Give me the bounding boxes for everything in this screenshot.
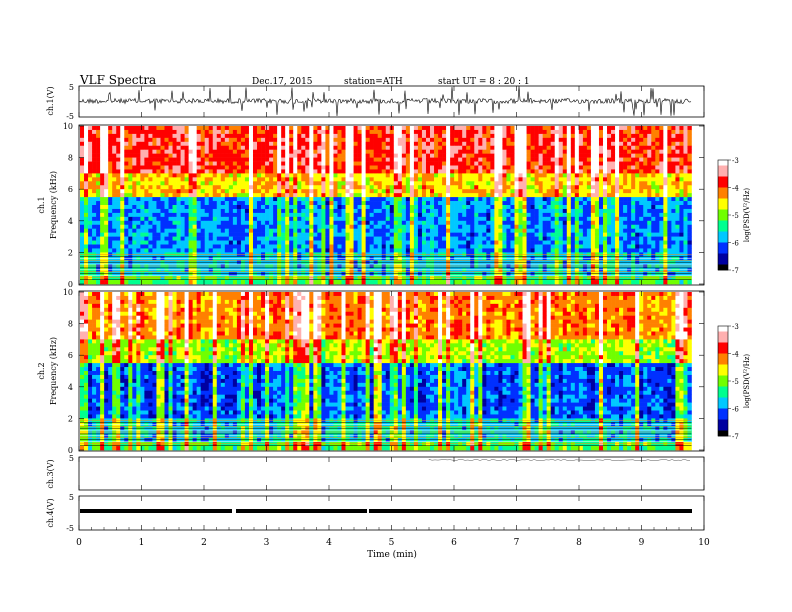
ch4-ytick-top: 5: [69, 493, 74, 502]
time-tick-label: 8: [576, 538, 582, 548]
header-station: station=ATH: [344, 77, 403, 87]
ch2-spectrogram-panel: 0 2 4 6 8 10 ch.2 Frequency (kHz): [37, 288, 705, 455]
freq-tick-label: 6: [68, 185, 73, 194]
ch2-colorbar: -3 -4 -5 -6 -7 log(PSD(V²/Hz): [717, 323, 751, 441]
freq-tick-label: 4: [68, 383, 73, 392]
time-tick-label: 10: [698, 538, 710, 548]
ch3-voltage-panel: 5 ch.3(V): [46, 454, 705, 491]
ch1-ytick-top: 5: [69, 83, 74, 92]
ch3-ytick-top: 5: [69, 454, 74, 463]
ch1-ytick-bottom: -5: [66, 112, 74, 121]
time-tick-label: 0: [76, 538, 82, 548]
colorbar-tick-label: -6: [732, 406, 739, 414]
colorbar-label: log(PSD(V²/Hz): [743, 188, 751, 243]
x-axis-label: Time (min): [367, 549, 417, 560]
time-tick-label: 5: [389, 538, 395, 548]
ch1-voltage-panel: 5 -5 ch.1(V): [46, 83, 705, 121]
time-axis-ticks: [78, 86, 705, 530]
freq-tick-label: 2: [68, 248, 73, 257]
time-tick-label: 4: [326, 538, 332, 548]
ch1-spectrogram-panel: 0 2 4 6 8 10 ch.1 Frequency (kHz): [37, 122, 705, 289]
colorbar-label: log(PSD(V²/Hz): [743, 354, 751, 409]
figure-title: VLF Spectra: [79, 73, 156, 87]
ch2-spectrogram-image: [80, 292, 692, 451]
ch1-freq-ylabel: Frequency (kHz): [49, 171, 58, 239]
ch1-spectrogram-image: [80, 126, 692, 285]
ch4-ylabel: ch.4(V): [46, 498, 55, 527]
ch1-label: ch.1: [37, 196, 46, 213]
freq-tick-label: 10: [63, 288, 73, 297]
ch1-colorbar: -3 -4 -5 -6 -7 log(PSD(V²/Hz): [717, 157, 751, 275]
colorbar-tick-label: -7: [732, 267, 739, 275]
ch1-trace: [79, 86, 692, 117]
colorbar-tick-label: -5: [732, 212, 739, 220]
freq-tick-label: 10: [63, 122, 73, 131]
colorbar-tick-label: -5: [732, 378, 739, 386]
ch1-ylabel: ch.1(V): [46, 86, 55, 115]
time-tick-label: 3: [264, 538, 270, 548]
freq-tick-label: 0: [68, 446, 73, 455]
freq-tick-label: 6: [68, 351, 73, 360]
freq-tick-label: 0: [68, 280, 73, 289]
time-tick-label: 1: [139, 538, 145, 548]
ch4-ytick-bottom: -5: [66, 524, 74, 533]
freq-tick-label: 8: [68, 154, 73, 163]
header-date: Dec.17, 2015: [252, 77, 313, 87]
colorbar-tick-label: -4: [732, 185, 739, 193]
time-tick-label: 9: [639, 538, 645, 548]
ch4-trace: [80, 509, 692, 513]
ch2-label: ch.2: [37, 362, 46, 379]
freq-tick-label: 2: [68, 414, 73, 423]
colorbar-tick-label: -6: [732, 240, 739, 248]
colorbar-tick-label: -3: [732, 157, 739, 165]
ch4-voltage-panel: 5 -5 ch.4(V): [46, 493, 705, 533]
freq-tick-label: 8: [68, 320, 73, 329]
ch3-trace: [428, 459, 691, 461]
colorbar-tick-label: -7: [732, 433, 739, 441]
time-axis-labels: 0 1 2 3 4 5 6 7 8 9 10: [76, 538, 710, 548]
time-tick-label: 7: [514, 538, 520, 548]
header-start-ut: start UT = 8 : 20 : 1: [438, 77, 530, 87]
colorbar-tick-label: -3: [732, 323, 739, 331]
ch2-freq-ylabel: Frequency (kHz): [49, 337, 58, 405]
ch3-ylabel: ch.3(V): [46, 459, 55, 488]
time-tick-label: 6: [451, 538, 457, 548]
colorbar-tick-label: -4: [732, 351, 739, 359]
ch2-freq-ticks: 0 2 4 6 8 10: [63, 288, 704, 455]
ch1-freq-ticks: 0 2 4 6 8 10: [63, 122, 704, 289]
freq-tick-label: 4: [68, 217, 73, 226]
time-tick-label: 2: [201, 538, 207, 548]
